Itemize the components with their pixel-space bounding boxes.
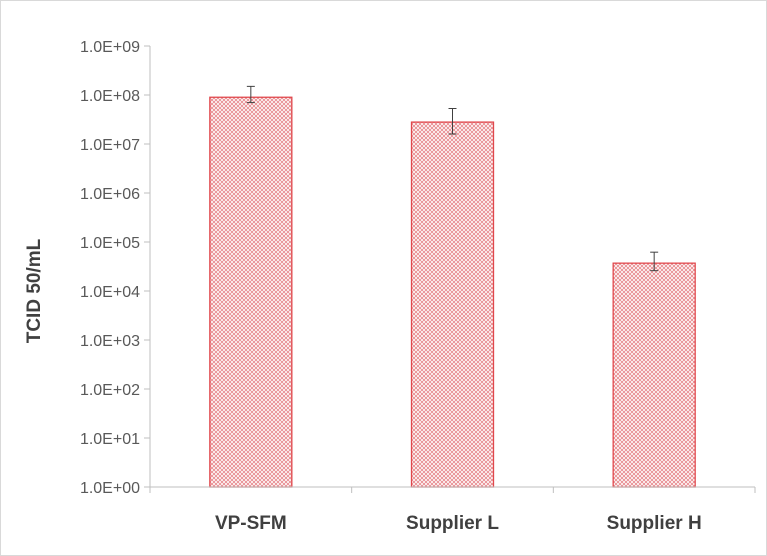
error-bar [246, 85, 255, 104]
error-bar [650, 251, 659, 272]
y-tick-label: 1.0E+01 [80, 431, 140, 448]
x-tick-label: Supplier H [607, 513, 702, 534]
y-tick-label: 1.0E+09 [80, 39, 140, 56]
bar-vp-sfm [209, 96, 293, 488]
x-axis: VP-SFM Supplier L Supplier H [149, 486, 756, 534]
y-tick-label: 1.0E+07 [80, 137, 140, 154]
y-axis: 1.0E+00 1.0E+01 1.0E+02 1.0E+03 1.0E+04 1.0E+… [80, 39, 151, 497]
x-tick-label: VP-SFM [215, 513, 287, 534]
y-tick-label: 1.0E+08 [80, 88, 140, 105]
y-tick-label: 1.0E+00 [80, 480, 140, 497]
y-axis-title: TCID 50/mL [24, 238, 45, 343]
y-tick-label: 1.0E+04 [80, 284, 140, 301]
bars [209, 85, 696, 488]
x-tick-label: Supplier L [406, 513, 499, 534]
y-tick-label: 1.0E+05 [80, 235, 140, 252]
bar-supplier-h [612, 262, 696, 488]
error-bar [448, 108, 457, 135]
y-tick-label: 1.0E+03 [80, 333, 140, 350]
bar-supplier-l [410, 121, 495, 488]
y-tick-label: 1.0E+06 [80, 186, 140, 203]
y-tick-label: 1.0E+02 [80, 382, 140, 399]
